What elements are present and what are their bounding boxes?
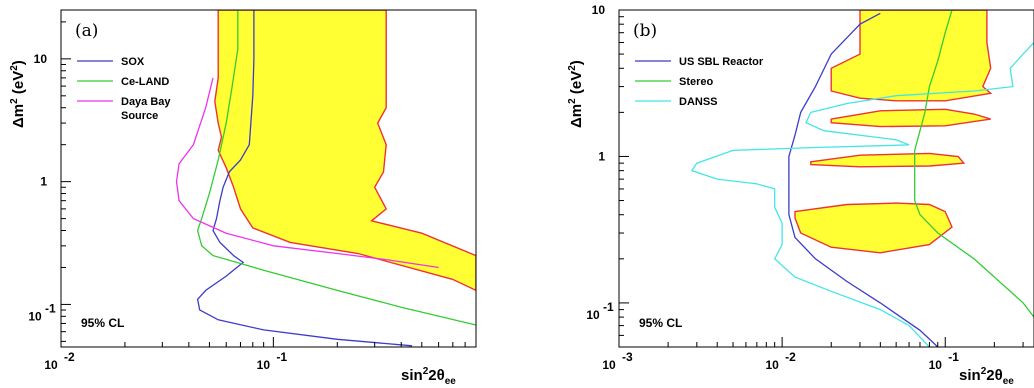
panel-label: (a) (75, 21, 98, 41)
x-tick-label-exponent: -2 (785, 350, 796, 364)
series-line-sox (196, 10, 413, 347)
x-tick-label-exponent: -3 (622, 350, 633, 364)
legend-label: SOX (121, 56, 145, 68)
legend-label: Daya Bay (121, 96, 171, 108)
y-tick-label: 1 (40, 175, 47, 189)
series-line-daya-bay-source (175, 77, 439, 269)
x-tick-label: 10 (602, 358, 616, 372)
legend-label: Source (121, 110, 158, 122)
y-axis-title: Δm2 (eV2) (9, 60, 27, 128)
x-tick-label-exponent: -2 (64, 350, 75, 364)
legend-label: Ce-LAND (121, 76, 169, 88)
x-tick-label: 10 (44, 358, 58, 372)
y-tick-label: 10 (34, 52, 48, 66)
exclusion-region-0 (830, 10, 993, 102)
plot-frame (60, 9, 477, 348)
x-axis-title: sin22θee (401, 366, 456, 387)
exclusion-region-1 (830, 108, 991, 128)
legend-label: DANSS (679, 96, 718, 108)
exclusion-region-2 (810, 152, 966, 168)
y-tick-label-exponent: -1 (45, 301, 56, 315)
confidence-level-label: 95% CL (639, 316, 682, 330)
series-line-stereo (914, 10, 1034, 318)
x-tick-label: 10 (257, 358, 271, 372)
x-tick-label-exponent: -1 (948, 350, 959, 364)
y-tick-label-exponent: -1 (603, 300, 614, 314)
exclusion-region-0 (214, 10, 476, 292)
y-tick-label: 1 (598, 149, 605, 163)
legend-label: Stereo (679, 76, 714, 88)
x-axis-title: sin22θee (959, 366, 1014, 387)
series-line-danss (690, 42, 1034, 347)
y-tick-label: 10 (592, 3, 606, 17)
series-line-ce-land (196, 10, 476, 326)
plot-area (175, 10, 476, 347)
exclusion-region-3 (794, 202, 953, 254)
x-tick-label: 10 (765, 358, 779, 372)
series-line-us-sbl-reactor (788, 12, 939, 347)
y-tick-label: 10 (586, 308, 600, 322)
confidence-level-label: 95% CL (81, 316, 124, 330)
legend-label: US SBL Reactor (679, 56, 764, 68)
x-tick-label-exponent: -1 (276, 350, 287, 364)
plot-frame (618, 9, 1034, 348)
plot-area (690, 10, 1034, 347)
y-axis-title: Δm2 (eV2) (567, 60, 585, 128)
panel-label: (b) (633, 21, 657, 41)
y-tick-label: 10 (28, 309, 42, 323)
x-tick-label: 10 (929, 358, 943, 372)
